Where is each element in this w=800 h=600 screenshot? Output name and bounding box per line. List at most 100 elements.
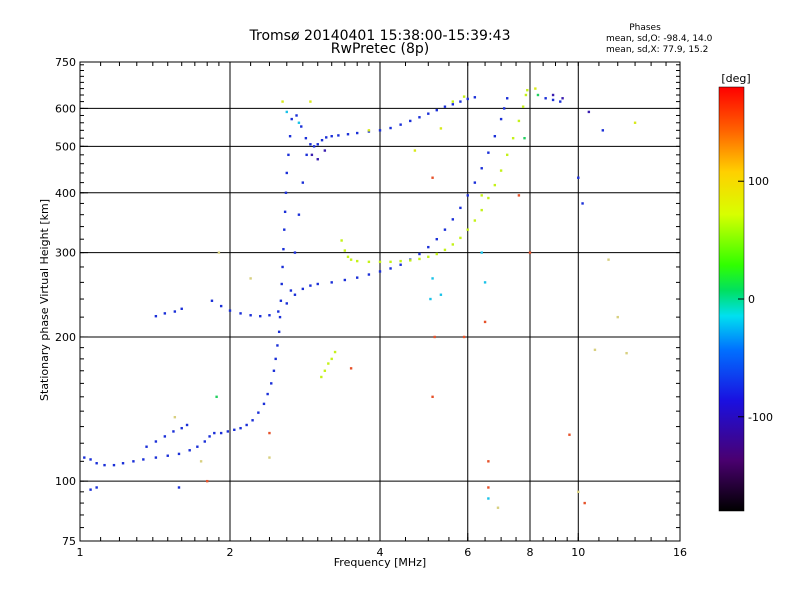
data-point [289, 289, 293, 292]
data-point [499, 169, 503, 172]
data-point [83, 456, 86, 459]
data-point [487, 460, 490, 463]
data-point [487, 151, 490, 154]
data-point [180, 426, 183, 430]
data-point [349, 367, 353, 370]
data-point [249, 277, 252, 280]
data-point [219, 304, 223, 308]
data-point [378, 129, 382, 132]
data-point [389, 126, 392, 130]
data-point [188, 449, 191, 452]
data-point [413, 149, 417, 152]
data-point [524, 93, 528, 97]
data-point [103, 463, 106, 467]
data-point [316, 158, 319, 161]
data-point [333, 350, 337, 354]
data-point [511, 136, 515, 140]
data-point [355, 131, 359, 135]
data-point [517, 119, 521, 123]
data-point [279, 299, 283, 302]
data-point [284, 191, 288, 194]
data-point [355, 259, 359, 263]
data-point [487, 486, 490, 489]
data-point [568, 433, 571, 436]
data-point [282, 247, 285, 251]
data-point [287, 153, 290, 157]
axis-ticks: 1 2 4 6 8 10 16 75 100 200 300 400 500 600 750 [55, 56, 687, 559]
data-point [316, 282, 319, 286]
data-point [337, 134, 340, 137]
data-point [625, 351, 628, 355]
x-tick-label: 10 [571, 546, 585, 559]
data-point [502, 107, 506, 110]
data-point [132, 460, 135, 463]
data-point [272, 369, 276, 372]
data-point [154, 456, 158, 459]
data-point [112, 463, 116, 467]
data-point [480, 167, 483, 170]
data-point [346, 133, 350, 136]
phases-line-o: mean, sd,O: -98.4, 14.0 [606, 34, 713, 44]
x-axis-label: Frequency [MHz] [334, 556, 426, 569]
data-point [581, 202, 584, 205]
data-point [300, 125, 303, 128]
data-point [145, 445, 148, 448]
data-point [427, 255, 430, 259]
data-point [340, 239, 343, 242]
data-point [233, 428, 236, 432]
data-point [343, 249, 347, 252]
data-point [249, 314, 252, 317]
data-point [443, 105, 447, 108]
data-point [185, 423, 189, 427]
data-point [577, 490, 580, 494]
data-point [177, 452, 181, 456]
data-point [180, 307, 183, 310]
x-tick-label: 1 [77, 546, 84, 559]
data-point [459, 206, 462, 210]
data-point [349, 258, 353, 261]
data-point [583, 501, 586, 505]
data-point [429, 297, 432, 301]
data-point [346, 255, 350, 259]
data-point [536, 93, 540, 97]
data-point [163, 435, 167, 438]
data-point [343, 278, 347, 282]
y-axis-label: Stationary phase Virtual Height [km] [38, 199, 51, 401]
y-tick-label: 75 [62, 535, 76, 548]
data-point [551, 93, 555, 97]
x-tick-label: 6 [464, 546, 471, 559]
data-point [459, 236, 462, 240]
data-point [451, 100, 455, 103]
data-point [95, 462, 98, 465]
data-point [278, 315, 282, 319]
data-point [399, 123, 402, 126]
data-point [277, 330, 281, 334]
data-point [323, 369, 327, 372]
data-point [208, 435, 211, 438]
data-point [173, 310, 177, 313]
colorbar-ticks: 100 0 -100 [738, 175, 773, 424]
data-point [418, 116, 421, 119]
data-point [480, 194, 483, 197]
data-point [205, 479, 209, 483]
data-point [544, 97, 547, 100]
x-tick-label: 16 [673, 546, 687, 559]
data-point [245, 423, 248, 427]
data-point [433, 335, 436, 339]
data-point [259, 314, 262, 318]
data-point [309, 143, 312, 146]
data-point [399, 259, 402, 263]
data-point [439, 127, 443, 130]
data-point [473, 219, 477, 222]
data-point [601, 129, 605, 132]
data-point [367, 260, 371, 264]
data-point [203, 440, 206, 443]
data-point [459, 100, 462, 103]
phases-line-x: mean, sd,X: 77.9, 15.2 [606, 45, 708, 55]
data-point [262, 402, 266, 406]
data-point [330, 281, 333, 284]
data-point [215, 395, 218, 399]
data-point [297, 121, 301, 124]
data-point [409, 259, 412, 262]
data-point [295, 114, 298, 117]
